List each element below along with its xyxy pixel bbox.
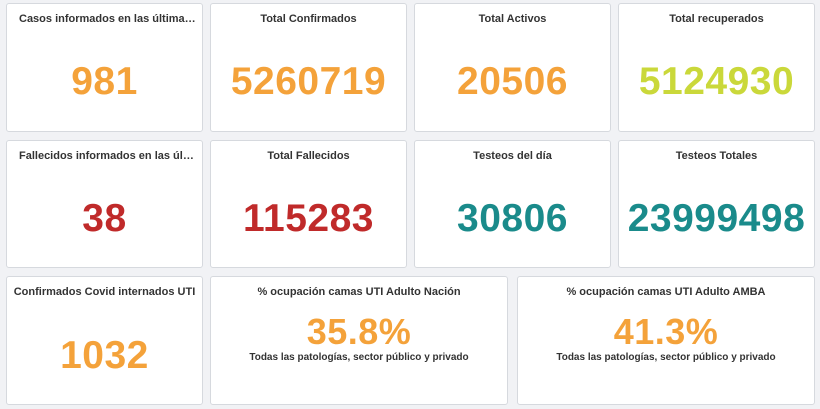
card-value: 20506 [457, 60, 568, 103]
card-casos-24h: Casos informados en las últimas 24 horas… [6, 3, 203, 132]
card-title: Total Activos [478, 13, 547, 25]
card-subtitle: Todas las patologías, sector público y p… [249, 352, 469, 363]
card-value: 38 [82, 197, 127, 240]
card-value: 115283 [243, 197, 374, 240]
card-title: Casos informados en las últimas 24 horas [19, 13, 196, 25]
card-subtitle: Todas las patologías, sector público y p… [556, 352, 776, 363]
card-testeos-dia: Testeos del día 30806 [414, 140, 611, 268]
card-value: 23999498 [627, 197, 806, 240]
card-ocupacion-amba: % ocupación camas UTI Adulto AMBA 41.3% … [517, 276, 815, 405]
card-title: Fallecidos informados en las últimas 24 … [19, 150, 196, 162]
card-title: % ocupación camas UTI Adulto Nación [257, 286, 461, 298]
card-title: Total Fallecidos [267, 150, 350, 162]
card-total-confirmados: Total Confirmados 5260719 [210, 3, 407, 132]
card-value: 5124930 [638, 60, 795, 103]
card-value: 981 [71, 60, 138, 103]
card-title: Confirmados Covid internados UTI [13, 286, 196, 298]
card-total-activos: Total Activos 20506 [414, 3, 611, 132]
card-value: 30806 [457, 197, 568, 240]
card-total-recuperados: Total recuperados 5124930 [618, 3, 815, 132]
card-title: Testeos del día [473, 150, 552, 162]
card-value: 35.8% [306, 311, 412, 352]
card-fallecidos-24h: Fallecidos informados en las últimas 24 … [6, 140, 203, 268]
card-title: Testeos Totales [675, 150, 758, 162]
card-ocupacion-nacion: % ocupación camas UTI Adulto Nación 35.8… [210, 276, 508, 405]
card-title: Total Confirmados [260, 13, 357, 25]
card-total-fallecidos: Total Fallecidos 115283 [210, 140, 407, 268]
card-testeos-totales: Testeos Totales 23999498 [618, 140, 815, 268]
card-title: Total recuperados [669, 13, 764, 25]
card-value: 41.3% [613, 311, 719, 352]
card-value: 1032 [60, 334, 149, 377]
card-value: 5260719 [230, 60, 387, 103]
card-title: % ocupación camas UTI Adulto AMBA [566, 286, 766, 298]
card-internados-uti: Confirmados Covid internados UTI 1032 [6, 276, 203, 405]
